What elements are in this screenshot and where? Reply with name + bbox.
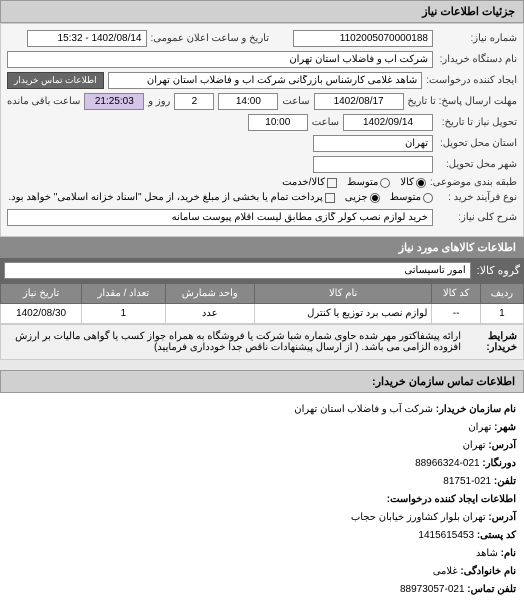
cell-qty: 1 [82,304,165,324]
desc-label: شرح کلی نیاز: [437,212,517,223]
c-fax-label: دورنگار: [482,458,516,469]
radio-cat-all[interactable]: کالا [400,177,426,188]
c-addr-label: آدرس: [488,440,516,451]
radio-op-small[interactable]: جزیی [345,192,380,203]
c-postal-label: کد پستی: [477,530,516,541]
remaining-label: ساعت باقی مانده [7,96,80,107]
conditions-box: شرایط خریدار: ارائه پیشفاکتور مهر شده حا… [0,324,524,360]
radio-cat-mid[interactable]: متوسط [347,177,390,188]
radio-dot-icon [423,193,433,203]
op-type-radio-group: متوسط جزیی پرداخت تمام یا بخشی از مبلغ خ… [8,192,433,203]
days-label: روز و [148,96,170,107]
cell-name: لوازم نصب برد توزیع یا کنترل [254,304,431,324]
checkbox-icon [325,193,335,203]
table-row[interactable]: 1 -- لوازم نصب برد توزیع یا کنترل عدد 1 … [1,304,524,324]
table-header-row: ردیف کد کالا نام کالا واحد شمارش تعداد /… [1,284,524,304]
c-city-label: شهر: [494,422,516,433]
op-note-check[interactable]: پرداخت تمام یا بخشی از مبلغ خرید، از محل… [8,192,334,203]
panel-title: جزئیات اطلاعات نیاز [0,0,524,23]
col-date: تاریخ نیاز [1,284,82,304]
time-label-1: ساعت [282,96,309,107]
op-type-label: نوع فرآیند خرید : [437,192,517,203]
desc-input[interactable] [7,209,433,226]
c-contactphone: 021-88973057 [400,584,465,595]
conditions-label: شرایط خریدار: [467,331,517,353]
cell-idx: 1 [480,304,523,324]
radio-dot-icon [416,178,426,188]
announce-label: تاریخ و ساعت اعلان عمومی: [151,33,270,44]
checkbox-icon [327,178,337,188]
location-input[interactable] [313,135,433,152]
cell-date: 1402/08/30 [1,304,82,324]
c-postaddr-label: آدرس: [488,512,516,523]
c-org: شرکت آب و فاضلاب استان تهران [294,404,433,415]
c-family: غلامی [433,566,458,577]
city-input[interactable] [313,156,433,173]
c-creator-label: اطلاعات ایجاد کننده درخواست: [387,494,516,505]
c-name: شاهد [476,548,498,559]
radio-op-small-label: جزیی [345,192,368,203]
cell-unit: عدد [165,304,254,324]
col-qty: تعداد / مقدار [82,284,165,304]
buyer-org-label: نام دستگاه خریدار: [437,54,517,65]
city-label: شهر محل تحویل: [437,159,517,170]
col-name: نام کالا [254,284,431,304]
cell-code: -- [432,304,480,324]
group-label: گروه کالا: [477,264,520,277]
c-city: تهران [468,422,491,433]
days-input[interactable] [174,93,214,110]
radio-cat-goods-label: کالا/خدمت [282,177,325,188]
c-name-label: نام: [501,548,516,559]
goods-section-header: اطلاعات کالاهای مورد نیاز [0,237,524,258]
c-org-label: نام سازمان خریدار: [436,404,516,415]
deadline-label: مهلت ارسال پاسخ: تا تاریخ [408,96,517,107]
contact-header: اطلاعات تماس سازمان خریدار: [0,370,524,393]
time-label-2: ساعت [312,117,339,128]
c-addr: تهران [463,440,486,451]
c-postaddr: تهران بلوار کشاورز خیابان حجاب [351,512,486,523]
deadline-time-input[interactable] [218,93,278,110]
radio-op-mid[interactable]: متوسط [390,192,433,203]
buyer-org-input[interactable] [7,51,433,68]
request-number-label: شماره نیاز: [437,33,517,44]
form-section: شماره نیاز: تاریخ و ساعت اعلان عمومی: نا… [0,23,524,237]
remaining-time: 21:25:03 [84,93,144,110]
radio-op-mid-label: متوسط [390,192,421,203]
deadline-date-input[interactable] [314,93,404,110]
c-fax: 021-88966324 [415,458,480,469]
delivery-date-input[interactable] [343,114,433,131]
category-label: طبقه بندی موضوعی: [430,177,517,188]
op-note-label: پرداخت تمام یا بخشی از مبلغ خرید، از محل… [8,192,322,203]
c-phone: 021-81751 [443,476,491,487]
contact-body: نام سازمان خریدار: شرکت آب و فاضلاب استا… [0,393,524,607]
col-unit: واحد شمارش [165,284,254,304]
delivery-label: تحویل نیاز تا تاریخ: [437,117,517,128]
radio-cat-goods[interactable]: کالا/خدمت [282,177,337,188]
contact-buyer-button[interactable]: اطلاعات تماس خریدار [7,72,104,89]
conditions-text: ارائه پیشفاکتور مهر شده حاوی شماره شبا ش… [7,331,461,353]
request-number-input[interactable] [293,30,433,47]
group-input[interactable] [4,262,471,279]
col-idx: ردیف [480,284,523,304]
category-radio-group: کالا متوسط کالا/خدمت [282,177,426,188]
goods-group-row: گروه کالا: [0,258,524,283]
c-family-label: نام خانوادگی: [460,566,516,577]
requester-input[interactable] [108,72,423,89]
col-code: کد کالا [432,284,480,304]
radio-dot-icon [380,178,390,188]
requester-label: ایجاد کننده درخواست: [426,75,517,86]
radio-cat-all-label: کالا [400,177,414,188]
goods-table: ردیف کد کالا نام کالا واحد شمارش تعداد /… [0,283,524,324]
announce-input[interactable] [27,30,147,47]
radio-cat-mid-label: متوسط [347,177,378,188]
c-contactphone-label: تلفن تماس: [467,584,516,595]
c-phone-label: تلفن: [494,476,516,487]
radio-dot-icon [370,193,380,203]
location-label: استان محل تحویل: [437,138,517,149]
c-postal: 1415615453 [418,530,474,541]
delivery-time-input[interactable] [248,114,308,131]
